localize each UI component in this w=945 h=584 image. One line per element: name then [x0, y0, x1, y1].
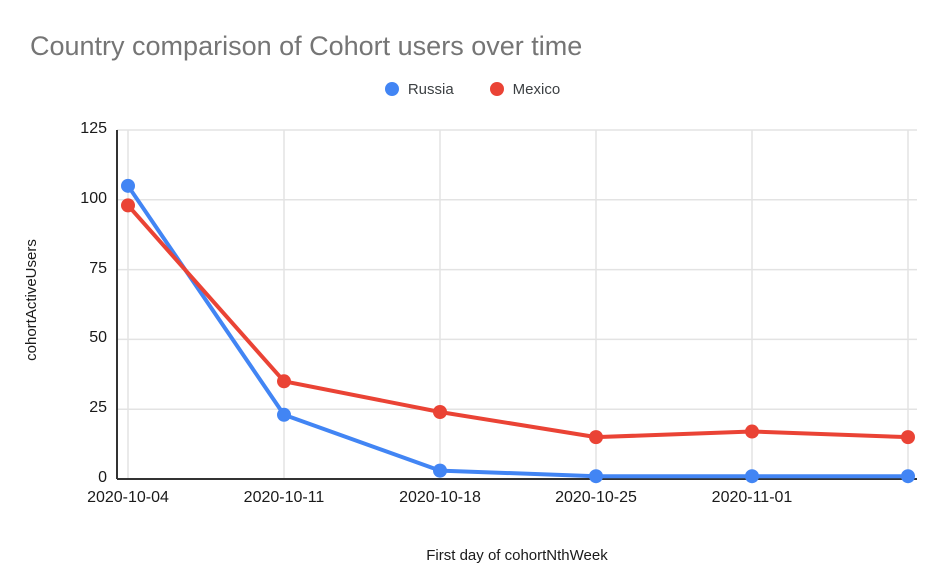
y-tick-label: 25: [89, 399, 107, 417]
y-tick-label: 0: [98, 469, 107, 486]
data-point-russia-2: [433, 463, 447, 478]
chart-title: Country comparison of Cohort users over …: [30, 31, 583, 61]
y-axis-title: cohortActiveUsers: [23, 239, 40, 361]
data-point-mexico-1: [277, 374, 291, 389]
data-point-russia-0: [121, 178, 135, 193]
data-point-mexico-0: [121, 198, 135, 213]
legend-label-mexico: Mexico: [512, 80, 561, 98]
x-tick-label: 2020-10-04: [87, 489, 169, 506]
y-tick-label: 125: [80, 120, 107, 137]
series-line-mexico: [126, 203, 910, 440]
legend-swatch-mexico-icon: [489, 82, 504, 96]
legend-item-russia: Russia: [384, 80, 454, 98]
data-point-mexico-2: [433, 404, 447, 419]
data-point-russia-1: [277, 407, 291, 422]
data-point-russia-4: [745, 469, 759, 484]
data-point-mexico-3: [589, 430, 603, 445]
legend-label-russia: Russia: [407, 80, 454, 98]
data-point-russia-5: [901, 469, 915, 484]
legend-swatch-russia-icon: [384, 82, 399, 96]
y-tick-label: 75: [89, 259, 107, 277]
x-tick-label: 2020-10-25: [555, 489, 637, 506]
legend-item-mexico: Mexico: [489, 80, 561, 98]
x-tick-label: 2020-10-18: [399, 489, 481, 506]
data-point-mexico-5: [901, 430, 915, 445]
x-tick-label: 2020-11-01: [711, 489, 793, 506]
y-tick-label: 100: [80, 189, 107, 207]
data-point-russia-3: [589, 469, 603, 484]
series-line-russia: [126, 183, 910, 479]
x-tick-label: 2020-10-11: [243, 489, 325, 506]
data-point-mexico-4: [745, 424, 759, 439]
y-tick-label: 50: [89, 329, 107, 347]
legend: Russia Mexico: [0, 78, 945, 100]
x-axis-title: First day of cohortNthWeek: [426, 547, 608, 564]
